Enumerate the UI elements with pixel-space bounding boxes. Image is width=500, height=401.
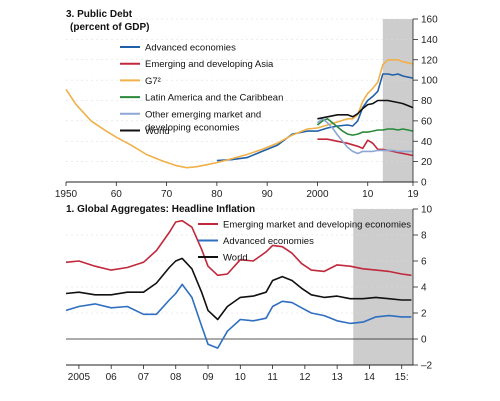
y-tick-label: 120 [421, 55, 438, 66]
x-tick-label: 09 [202, 372, 214, 383]
x-tick-label: 10 [362, 189, 374, 200]
series-line-latin-america-and-the-caribbean [316, 118, 414, 136]
x-tick-label: 08 [170, 372, 182, 383]
legend-label-advanced-economies: Advanced economies [223, 236, 314, 247]
x-tick-label: 07 [138, 372, 150, 383]
series-line-other-emerging-market-and-developing-economies [316, 118, 413, 155]
x-tick-label: 10 [235, 372, 247, 383]
x-tick-label: 2000 [306, 189, 329, 200]
y-tick-label: 100 [421, 76, 438, 87]
legend-label-latin-america-and-the-caribbean: Latin America and the Caribbean [145, 93, 283, 104]
x-tick-label: 11 [267, 372, 278, 383]
y-tick-label: –2 [421, 361, 433, 372]
y-tick-label: 8 [421, 231, 427, 242]
y-tick-label: 6 [421, 257, 427, 268]
x-tick-label: 06 [106, 372, 118, 383]
series-line-world [65, 257, 412, 321]
y-tick-label: 140 [421, 35, 438, 46]
y-tick-label: 160 [421, 15, 438, 26]
x-tick-label: 60 [111, 189, 123, 200]
x-tick-label: 80 [211, 189, 223, 200]
x-tick-label: 12 [299, 372, 311, 383]
legend-label-other-emerging-market-and-developing-economies: Other emerging market and developing econ… [145, 109, 261, 133]
legend-label-world: World [223, 253, 248, 264]
x-tick-label: 70 [161, 189, 173, 200]
chart-title: 1. Global Aggregates: Headline Inflation [66, 204, 255, 215]
series-line-world [317, 99, 414, 120]
y-tick-label: 10 [421, 205, 433, 216]
legend-label-emerging-and-developing-asia: Emerging and developing Asia [145, 59, 274, 70]
x-tick-label: 15: [395, 372, 409, 383]
y-tick-label: 60 [421, 116, 433, 127]
legend-label-emerging-market-and-developing-economies: Emerging market and developing economies [223, 220, 411, 231]
y-tick-label: 0 [421, 178, 427, 189]
chart-panel-1: 0 20 40 60 80 100 120 140 160 1950 60 70 80 90 2000 10 1… [55, 9, 438, 200]
x-tick-label: 14 [364, 372, 376, 383]
chart-title: 3. Public Debt [66, 9, 133, 20]
legend-label-world: World [145, 126, 170, 137]
x-tick-label: 1950 [55, 189, 78, 200]
chart-panel-2: –2 0 2 4 6 8 10 2005 06 07 08 09 10 11 12 13 14 15: 1. Glo… [65, 204, 433, 383]
y-tick-label: 80 [421, 96, 433, 107]
series-line-emerging-market-and-developing-economies [65, 219, 412, 277]
series-line-advanced-economies [65, 283, 412, 349]
y-tick-label: 20 [421, 157, 433, 168]
y-tick-label: 2 [421, 309, 427, 320]
y-tick-label: 40 [421, 137, 433, 148]
y-tick-label: 4 [421, 283, 427, 294]
legend-label-advanced-economies: Advanced economies [145, 43, 236, 54]
x-tick-label: 13 [332, 372, 344, 383]
series-line-g7 [65, 59, 414, 169]
x-tick-label: 2005 [68, 372, 91, 383]
series-line-advanced-economies [216, 73, 414, 162]
y-tick-label: 0 [421, 335, 427, 346]
x-tick-label: 19 [407, 189, 419, 200]
legend-label-g7: G7² [145, 76, 161, 87]
x-tick-label: 90 [262, 189, 274, 200]
chart-subtitle: (percent of GDP) [70, 22, 149, 33]
